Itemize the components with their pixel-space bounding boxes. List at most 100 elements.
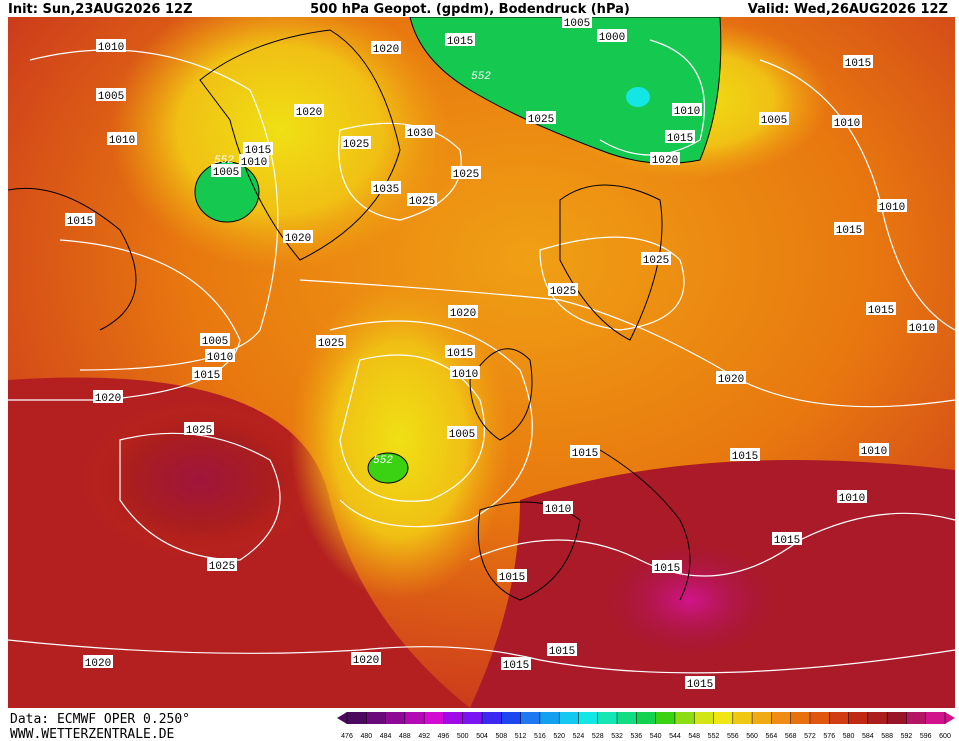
colorbar-label: 512: [515, 733, 527, 740]
isobar-label: 1015: [549, 646, 575, 658]
colorbar-swatch: [501, 712, 522, 724]
colorbar-label: 560: [746, 733, 758, 740]
isobar-label-box: [407, 193, 437, 206]
isobar-label: 1025: [343, 139, 369, 151]
isobar-label-box: [192, 367, 222, 380]
colorbar-swatch: [829, 712, 850, 724]
isobar-label: 1015: [447, 348, 473, 360]
isobar-label-box: [96, 39, 126, 52]
colorbar-arrow: [945, 712, 955, 724]
colorbar-label: 584: [862, 733, 874, 740]
colorbar-swatch: [404, 712, 425, 724]
colorbar-label: 524: [573, 733, 585, 740]
colorbar-label: 568: [785, 733, 797, 740]
colorbar-swatch: [790, 712, 811, 724]
colorbar-label: 572: [804, 733, 816, 740]
isobar-label-box: [451, 166, 481, 179]
low-core: [626, 87, 650, 107]
colorbar-swatch: [443, 712, 464, 724]
isobar-label: 1015: [836, 225, 862, 237]
colorbar-swatch: [597, 712, 618, 724]
isobar-label-box: [371, 181, 401, 194]
isobar-label: 1015: [67, 216, 93, 228]
isobar-label: 1010: [674, 106, 700, 118]
isobar-label: 1025: [186, 425, 212, 437]
colorbar-swatch: [482, 712, 502, 724]
isobar-label-box: [650, 152, 680, 165]
colorbar-label: 552: [708, 733, 720, 740]
isobar-label-box: [65, 213, 95, 226]
isobar-label-box: [547, 643, 577, 656]
isobar-label-box: [445, 33, 475, 46]
colorbar-label: 544: [669, 733, 681, 740]
colorbar-label: 548: [688, 733, 700, 740]
isobar-label-box: [907, 320, 937, 333]
colorbar-swatch: [887, 712, 907, 724]
isobar-label: 1010: [207, 352, 233, 364]
isobar-label-box: [497, 569, 527, 582]
colorbar-swatch: [636, 712, 657, 724]
colorbar-label: 600: [939, 733, 951, 740]
colorbar-swatch: [617, 712, 637, 724]
isobar-label: 1025: [453, 169, 479, 181]
colorbar-swatch: [366, 712, 387, 724]
colorbar-swatch: [520, 712, 541, 724]
colorbar-swatch: [809, 712, 830, 724]
isobar-label-box: [83, 655, 113, 668]
isobar-label: 1015: [845, 58, 871, 70]
isobar-label-box: [672, 103, 702, 116]
colorbar-label: 500: [457, 733, 469, 740]
contour-label: 552: [471, 71, 491, 83]
isobar-label-box: [450, 366, 480, 379]
colorbar-label: 476: [341, 733, 353, 740]
isobar-label: 1025: [318, 338, 344, 350]
coastlines: [7, 29, 691, 601]
data-source: Data: ECMWF OPER 0.250°: [10, 712, 190, 727]
colorbar-swatch: [347, 712, 367, 724]
isobar-label-box: [294, 104, 324, 117]
isobar-label-box: [685, 676, 715, 689]
colorbar-swatch: [559, 712, 579, 724]
isobar-label: 1020: [652, 155, 678, 167]
contour-label: 552: [214, 155, 234, 167]
isobar-label: 1015: [447, 36, 473, 48]
isobar-label: 1020: [450, 308, 476, 320]
isobar-label: 1010: [879, 202, 905, 214]
isobar-label: 1035: [373, 184, 399, 196]
colorbar-label: 496: [438, 733, 450, 740]
isobar-label: 1015: [687, 679, 713, 691]
isobar-label: 1015: [503, 660, 529, 672]
colorbar-swatch: [462, 712, 483, 724]
isobar-label-box: [759, 112, 789, 125]
isobar-label: 1010: [545, 504, 571, 516]
isobar-label-box: [405, 125, 435, 138]
isobar-label-box: [239, 154, 269, 167]
map-area: [7, 0, 956, 708]
isobar-label: 1005: [761, 115, 787, 127]
colorbar-swatch: [655, 712, 676, 724]
site-name: WWW.WETTERZENTRALE.DE: [10, 727, 174, 741]
isobar-label: 1020: [95, 393, 121, 405]
colorbar-swatch: [771, 712, 792, 724]
isobar-label: 1010: [109, 135, 135, 147]
isobar-label-box: [832, 115, 862, 128]
isobar-label: 1005: [213, 167, 239, 179]
isobar-label: 1010: [834, 118, 860, 130]
colorbar-label: 576: [823, 733, 835, 740]
isobar-label: 1025: [550, 286, 576, 298]
isobar-label: 1005: [564, 18, 590, 30]
isobar-label-box: [501, 657, 531, 670]
isobar-label-box: [448, 305, 478, 318]
colorbar-swatch: [732, 712, 753, 724]
trough-region: [290, 280, 510, 600]
isobar-label-box: [843, 55, 873, 68]
isobar-label: 1020: [353, 655, 379, 667]
colorbar-label: 528: [592, 733, 604, 740]
isobar-label-box: [597, 29, 627, 42]
isobar-label-box: [837, 490, 867, 503]
isobar-label-box: [371, 41, 401, 54]
colorbar-label: 484: [380, 733, 392, 740]
isobar-label: 1020: [85, 658, 111, 670]
colorbar-label: 488: [399, 733, 411, 740]
isobar-label-box: [351, 652, 381, 665]
